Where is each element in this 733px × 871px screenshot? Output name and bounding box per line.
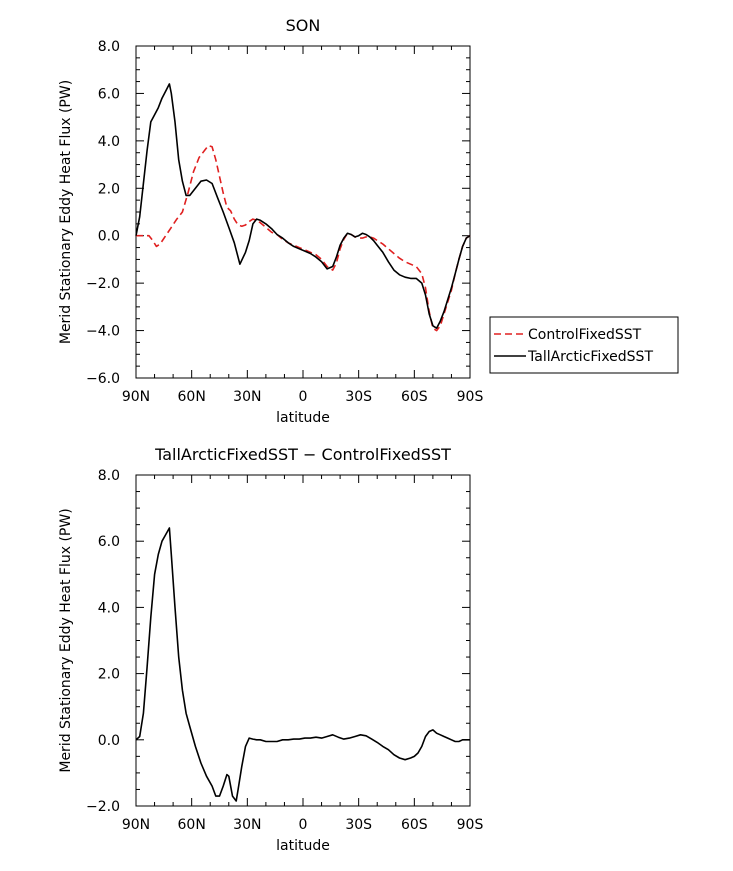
panel-2-y-tick-label: 4.0 <box>98 600 120 616</box>
panel-2-y-tick-label: −2.0 <box>86 799 120 815</box>
panel-2-title: TallArcticFixedSST − ControlFixedSST <box>154 445 451 464</box>
panel-1-y-tick-label: 8.0 <box>98 39 120 55</box>
panel-1-x-axis-label: latitude <box>276 410 330 426</box>
panel-1-plot-frame <box>135 45 471 379</box>
panel-2-plot-frame <box>135 474 471 807</box>
panel-2-x-tick-label: 90N <box>122 817 150 833</box>
panel-1-y-tick-label: 0.0 <box>98 229 120 245</box>
panel-1-x-tick-label: 30N <box>233 389 261 405</box>
panel-1-series-line-tallarcticfixedsst <box>135 83 471 330</box>
panel-2-y-tick-label: 6.0 <box>98 534 120 550</box>
panel-1-y-tick-label: 4.0 <box>98 134 120 150</box>
panel-2-x-axis-label: latitude <box>276 838 330 854</box>
panel-2-x-tick-label: 90S <box>457 817 484 833</box>
legend-entry-controlfixedsst: ControlFixedSST <box>528 327 642 343</box>
panel-1-y-axis-label: Merid Stationary Eddy Heat Flux (PW) <box>58 80 74 344</box>
panel-1-series-line-controlfixedsst <box>136 144 471 332</box>
panel-2-series-line-difference <box>135 527 470 802</box>
panel-2-x-tick-label: 30N <box>233 817 261 833</box>
panel-1-x-tick-label: 0 <box>299 389 308 405</box>
panel-1-x-tick-label: 90N <box>122 389 150 405</box>
panel-2-x-tick-label: 30S <box>345 817 372 833</box>
panel-1-x-tick-label: 90S <box>457 389 484 405</box>
panel-1-y-tick-label: 6.0 <box>98 86 120 102</box>
panel-1-y-tick-label: −2.0 <box>86 276 120 292</box>
panel-1-y-tick-label: −4.0 <box>86 324 120 340</box>
panel-2-y-tick-label: 0.0 <box>98 733 120 749</box>
panel-1-y-tick-label: −6.0 <box>86 371 120 387</box>
panel-1-x-tick-label: 60S <box>401 389 428 405</box>
panel-2-y-axis-label: Merid Stationary Eddy Heat Flux (PW) <box>58 508 74 772</box>
legend-box <box>489 316 679 374</box>
panel-2-y-tick-label: 2.0 <box>98 667 120 683</box>
panel-1-title: SON <box>286 16 321 35</box>
panel-2-x-tick-label: 0 <box>299 817 308 833</box>
panel-2-x-tick-label: 60N <box>178 817 206 833</box>
panel-2-y-tick-label: 8.0 <box>98 468 120 484</box>
panel-1-x-tick-label: 30S <box>345 389 372 405</box>
legend-entry-tallarcticfixedsst: TallArcticFixedSST <box>527 349 653 365</box>
panel-1-x-tick-label: 60N <box>178 389 206 405</box>
panel-1-y-tick-label: 2.0 <box>98 181 120 197</box>
panel-2-x-tick-label: 60S <box>401 817 428 833</box>
